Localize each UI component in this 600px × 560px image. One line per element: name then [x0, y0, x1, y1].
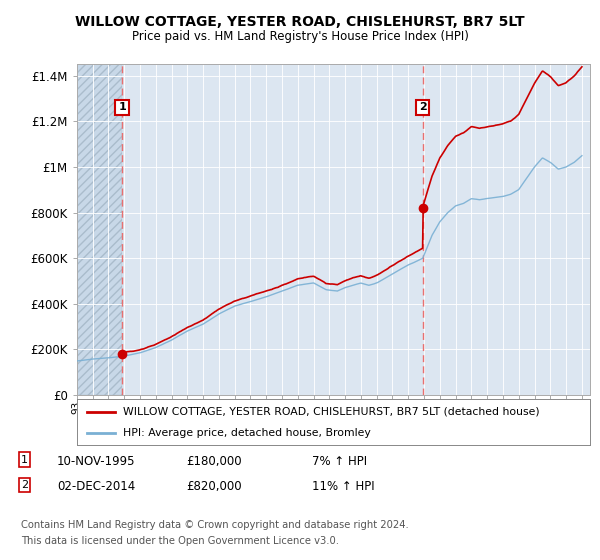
Text: £180,000: £180,000	[186, 455, 242, 468]
Text: Contains HM Land Registry data © Crown copyright and database right 2024.: Contains HM Land Registry data © Crown c…	[21, 520, 409, 530]
Text: 10-NOV-1995: 10-NOV-1995	[57, 455, 136, 468]
Text: WILLOW COTTAGE, YESTER ROAD, CHISLEHURST, BR7 5LT (detached house): WILLOW COTTAGE, YESTER ROAD, CHISLEHURST…	[123, 407, 539, 417]
Text: 2: 2	[21, 480, 28, 490]
Text: 11% ↑ HPI: 11% ↑ HPI	[312, 480, 374, 493]
Text: Price paid vs. HM Land Registry's House Price Index (HPI): Price paid vs. HM Land Registry's House …	[131, 30, 469, 43]
Text: 1: 1	[21, 455, 28, 465]
Text: HPI: Average price, detached house, Bromley: HPI: Average price, detached house, Brom…	[123, 428, 371, 438]
Text: 2: 2	[419, 102, 427, 113]
Text: 02-DEC-2014: 02-DEC-2014	[57, 480, 135, 493]
Text: £820,000: £820,000	[186, 480, 242, 493]
Text: WILLOW COTTAGE, YESTER ROAD, CHISLEHURST, BR7 5LT: WILLOW COTTAGE, YESTER ROAD, CHISLEHURST…	[75, 15, 525, 29]
Text: This data is licensed under the Open Government Licence v3.0.: This data is licensed under the Open Gov…	[21, 536, 339, 547]
Text: 7% ↑ HPI: 7% ↑ HPI	[312, 455, 367, 468]
Text: 1: 1	[118, 102, 126, 113]
Bar	[77, 64, 122, 395]
